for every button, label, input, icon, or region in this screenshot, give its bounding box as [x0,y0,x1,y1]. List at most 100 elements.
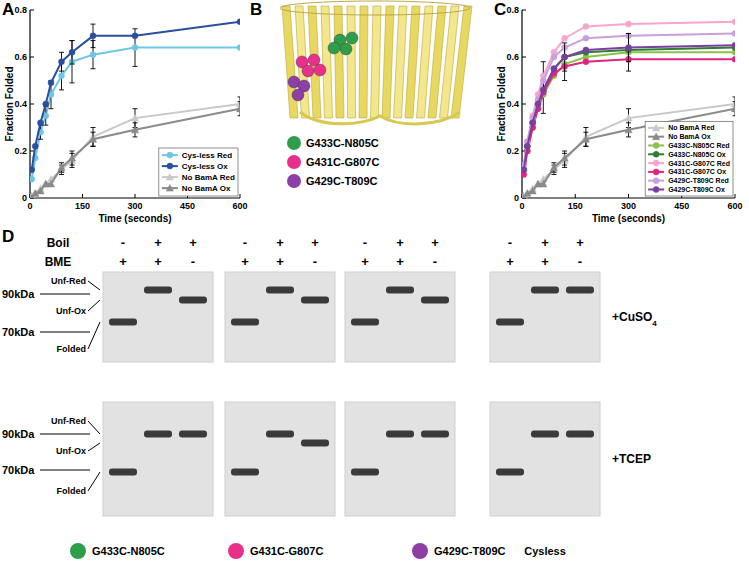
data-point [582,136,589,143]
legend-marker [653,151,659,157]
data-point [90,33,96,39]
legend-marker [287,155,301,169]
data-point [732,31,735,37]
data-point [131,115,138,122]
data-point [583,59,589,65]
legend-marker [653,142,659,148]
structure [280,1,472,124]
condition-sign: + [276,235,284,250]
y-axis-label: Fraction Folded [4,67,15,142]
gel-band [144,431,172,438]
condition-sign: - [313,254,317,269]
x-axis-label: Time (seconds) [592,213,665,224]
gel [490,402,600,516]
legend-box [645,121,733,196]
marker-pointer [40,470,90,471]
gel-band [421,297,449,304]
gel-band [531,287,559,294]
chart-panel: AFraction FoldedTime (seconds)00.20.40.6… [2,0,248,224]
residue-sphere [292,89,304,101]
data-point [626,45,632,51]
error-bar [70,41,75,65]
condition-sign: + [431,235,439,250]
series-line [32,48,240,180]
data-point [32,143,38,149]
x-tick-label: 0 [27,201,32,211]
data-point [625,126,632,133]
error-bar [626,34,631,72]
legend-entries: No BamA RedNo BamA OxG433C-N805C RedG433… [648,124,730,193]
legend-marker [167,152,173,158]
data-point [530,120,536,126]
data-point [69,49,75,55]
legend-marker [653,169,659,175]
data-point [625,115,632,122]
gel-band [531,431,559,438]
y-axis-label: Fraction Folded [496,67,507,142]
gel-condition: +TCEP [612,452,651,466]
condition-sign: + [396,254,404,269]
series-line [32,104,240,196]
band-pointer [88,443,100,451]
data-point [550,164,557,171]
error-bar [70,41,75,83]
data-point [551,66,557,72]
data-point [43,101,49,107]
condition-sign: - [508,235,512,250]
gel-band [179,297,207,304]
data-point [131,126,138,133]
x-tick [82,194,83,198]
gel-band [386,431,414,438]
band-label: Folded [57,486,87,496]
panel-d: DBoilBME-++++--++++--++++--++++-Unf-RedU… [2,227,657,559]
y-tick-label: 0.8 [506,5,519,15]
data-point [522,167,527,173]
legend-marker [228,543,244,559]
y-tick-label: 0.8 [14,5,27,15]
legend-label: No BamA Ox [182,184,231,193]
gel-band [496,469,524,476]
panel-label: B [250,0,262,19]
x-tick-label: 450 [180,201,195,211]
data-point [535,101,541,107]
beta-strand [359,6,368,118]
residue-sphere [340,43,352,55]
data-point [59,59,65,65]
data-point [732,19,735,25]
gel [345,402,455,516]
data-point [237,19,240,25]
panel-label: A [2,0,14,19]
marker-label: 70kDa [2,326,35,338]
gel [490,272,600,362]
error-bar [91,24,96,47]
data-point [30,167,35,173]
chart-panel: CFraction FoldedTime (seconds)00.20.40.6… [494,0,743,224]
data-point [522,167,527,173]
condition-sign: + [541,254,549,269]
y-tick-label: 0.4 [506,99,519,109]
legend-marker [653,186,659,192]
condition-sign: + [119,254,127,269]
panel-label: D [2,227,14,246]
y-tick [30,151,34,152]
legend: Cys-less RedCys-less OxNo BamA RedNo Bam… [159,148,238,196]
gel-band [109,469,137,476]
beta-strand [347,6,356,118]
beta-strand [295,6,310,118]
marker-pointer [40,434,90,435]
y-tick-label: 0.6 [14,52,27,62]
x-tick [135,194,136,198]
condition-part: +CuSO [612,310,652,324]
gel-band [351,319,379,326]
gel-band [566,431,594,438]
data-point [30,176,35,182]
condition-part: +TCEP [612,452,651,466]
series-line [524,48,735,170]
legend-label: G433C-N805C Ox [668,151,726,158]
series-line [32,22,240,170]
error-bar [562,43,567,71]
condition-sign: - [578,254,582,269]
y-tick-label: 0.4 [14,99,27,109]
gel-band [144,287,172,294]
legend-marker [653,124,660,131]
